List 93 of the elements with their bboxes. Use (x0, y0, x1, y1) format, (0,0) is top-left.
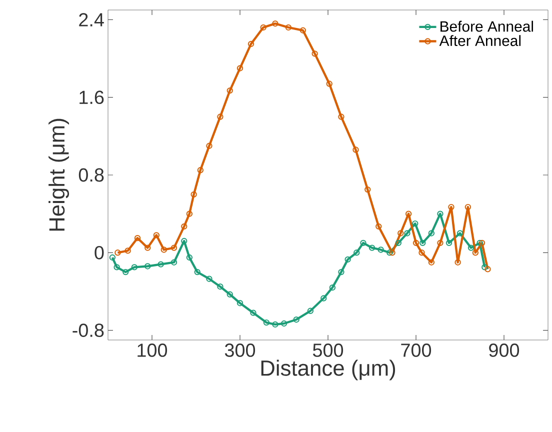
point (236, 300, 244, 306)
point (122, 268, 129, 276)
point (197, 167, 204, 174)
point (428, 259, 434, 266)
point (476, 240, 483, 246)
point (186, 210, 192, 217)
point (131, 264, 138, 270)
point (378, 246, 384, 253)
point (437, 240, 444, 246)
point (389, 250, 396, 256)
point (186, 254, 192, 261)
point (472, 250, 478, 256)
point (338, 114, 344, 120)
point (354, 250, 360, 256)
point (300, 27, 306, 34)
y-tick-label: 1.6 (80, 90, 104, 104)
x-tick-label: 500 (312, 344, 344, 357)
point (181, 223, 188, 230)
point (418, 250, 425, 256)
legend-label: Before Anneal (440, 20, 533, 32)
point (420, 240, 426, 246)
point (446, 240, 452, 246)
point (398, 230, 404, 236)
point (153, 232, 160, 238)
point (260, 24, 266, 31)
point (160, 246, 167, 253)
x-tick-label: 100 (138, 344, 168, 357)
point (364, 186, 371, 193)
point (217, 114, 224, 120)
point (468, 244, 474, 251)
point (428, 230, 434, 236)
point (144, 263, 151, 270)
y-axis-title: Height (μm) (48, 118, 70, 231)
point (293, 316, 300, 323)
point (329, 284, 336, 291)
point (114, 264, 120, 270)
point (404, 230, 410, 236)
point (368, 244, 376, 251)
point (144, 244, 151, 251)
point (134, 234, 141, 242)
point (352, 146, 359, 153)
x-tick-label: 300 (224, 344, 256, 357)
point (307, 308, 314, 314)
point (482, 264, 488, 270)
y-tick-label: 2.4 (79, 13, 104, 26)
point (285, 24, 292, 31)
point (124, 248, 131, 254)
point (236, 65, 244, 72)
point (478, 240, 486, 246)
point (272, 20, 278, 27)
point (412, 220, 418, 227)
point (405, 210, 412, 217)
legend-label: After Anneal (439, 35, 521, 46)
point (206, 276, 212, 282)
point (170, 244, 178, 251)
y-tick-label: -0.8 (72, 324, 104, 337)
point (412, 240, 420, 246)
point (263, 319, 270, 326)
point (344, 256, 351, 263)
point (484, 266, 491, 272)
x-tick-label: 900 (489, 344, 520, 357)
point (448, 204, 454, 210)
point (190, 191, 197, 198)
point (248, 40, 254, 48)
point (326, 80, 332, 87)
point (194, 268, 200, 276)
point (206, 142, 212, 149)
point (170, 259, 178, 266)
point (272, 321, 278, 328)
point (386, 250, 393, 256)
y-tick-label: 0.8 (78, 168, 104, 182)
point (437, 210, 444, 217)
x-axis-title: Distance (μm) (261, 360, 396, 380)
point (158, 261, 164, 268)
point (456, 230, 464, 236)
point (454, 259, 461, 266)
point (226, 291, 233, 298)
point (181, 238, 188, 244)
point (338, 268, 344, 276)
y-tick-label: 0 (94, 246, 104, 260)
point (250, 310, 256, 316)
x-tick-label: 700 (401, 344, 432, 357)
point (320, 295, 327, 302)
point (217, 284, 224, 290)
point (226, 87, 233, 94)
point (360, 240, 366, 246)
point (464, 204, 472, 210)
point (395, 240, 402, 246)
point (312, 50, 318, 57)
point (109, 254, 116, 261)
point (280, 320, 288, 327)
point (114, 250, 121, 256)
point (376, 223, 382, 230)
